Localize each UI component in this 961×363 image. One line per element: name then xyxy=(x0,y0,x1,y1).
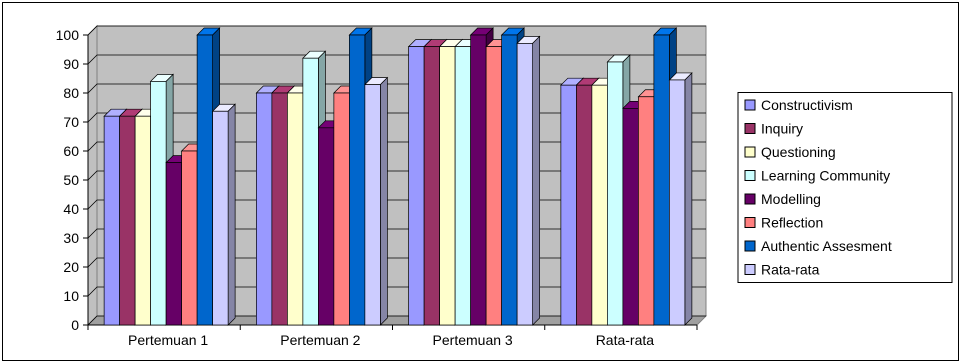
bar-front xyxy=(454,46,471,326)
y-tick-label: 100 xyxy=(56,27,80,43)
legend-entry: Constructivism xyxy=(744,97,853,113)
y-tick-label: 20 xyxy=(63,259,79,275)
y-tick-label: 80 xyxy=(63,85,79,101)
legend-swatch xyxy=(744,99,756,111)
legend-entry: Learning Community xyxy=(744,168,890,184)
bar-front xyxy=(607,61,624,326)
x-tick-label: Rata-rata xyxy=(596,332,655,348)
bar xyxy=(364,76,389,326)
y-tick-label: 70 xyxy=(63,114,79,130)
y-tick-label: 40 xyxy=(63,201,79,217)
x-tick-label: Pertemuan 2 xyxy=(280,332,360,348)
x-tick-label: Pertemuan 3 xyxy=(433,332,513,348)
gridline xyxy=(87,25,706,36)
legend-label: Questioning xyxy=(761,144,836,160)
legend-swatch xyxy=(744,146,756,158)
legend-entry: Rata-rata xyxy=(744,262,820,278)
bar-front xyxy=(439,46,456,326)
bar-side xyxy=(227,103,236,326)
legend-entry: Reflection xyxy=(744,215,823,231)
bar-front xyxy=(150,81,167,326)
y-tick-label: 50 xyxy=(63,172,79,188)
bar xyxy=(516,35,541,326)
bar-front xyxy=(669,79,686,326)
bar xyxy=(668,72,693,326)
bar-side xyxy=(380,76,388,326)
bar-front xyxy=(103,115,120,326)
bar-front xyxy=(576,84,593,326)
legend-label: Modelling xyxy=(761,191,821,207)
legend-swatch xyxy=(744,170,756,181)
legend-entry: Questioning xyxy=(744,144,836,160)
bar-front xyxy=(271,92,288,326)
legend-swatch xyxy=(744,193,756,205)
bar-front xyxy=(119,115,136,326)
bar-front xyxy=(333,92,350,326)
bar-front xyxy=(212,110,229,326)
legend-label: Rata-rata xyxy=(761,262,820,278)
y-tick-label: 0 xyxy=(71,317,79,333)
legend-entry: Authentic Assesment xyxy=(744,238,892,254)
legend-label: Authentic Assesment xyxy=(761,238,892,254)
bar-front xyxy=(653,34,670,326)
legend-swatch xyxy=(744,240,756,252)
legend-label: Inquiry xyxy=(761,121,803,137)
bar-front xyxy=(165,162,182,326)
bar-front xyxy=(638,96,655,326)
legend-swatch xyxy=(744,264,756,275)
y-tick-label: 60 xyxy=(63,143,79,159)
bar-front xyxy=(622,108,639,326)
legend-swatch xyxy=(744,123,756,134)
bar-side xyxy=(532,35,540,326)
bar-front xyxy=(470,34,487,326)
bar-front xyxy=(560,84,577,326)
bar-front xyxy=(256,92,273,326)
y-tick-label: 30 xyxy=(63,230,79,246)
legend-box xyxy=(737,92,953,283)
y-axis: 0 10 20 30 40 50 60 70 80 90 100 xyxy=(56,27,89,333)
legend-entry: Inquiry xyxy=(744,121,803,137)
bar-front xyxy=(181,150,198,326)
y-tick-label: 90 xyxy=(63,56,79,72)
legend-label: Constructivism xyxy=(761,97,853,113)
legend-label: Reflection xyxy=(761,215,823,231)
bar-front xyxy=(501,34,518,326)
legend: Constructivism Inquiry Questioning Learning… xyxy=(737,92,953,283)
bars xyxy=(103,27,693,326)
bar-front xyxy=(349,34,366,326)
legend-label: Learning Community xyxy=(761,168,890,184)
bar-front xyxy=(364,84,381,326)
bar-front xyxy=(134,115,151,326)
legend-swatch xyxy=(744,217,756,228)
bar-front xyxy=(408,46,425,326)
bar-front xyxy=(516,43,533,326)
bar-front xyxy=(287,92,304,326)
y-tick-label: 10 xyxy=(63,288,79,304)
bar-front xyxy=(318,127,335,326)
x-axis: Pertemuan 1 Pertemuan 2 Pertemuan 3 Rata-ra… xyxy=(87,324,698,348)
x-tick-label: Pertemuan 1 xyxy=(128,332,208,348)
bar-front xyxy=(591,84,608,326)
bar-front xyxy=(485,46,502,326)
bar-front xyxy=(196,34,213,326)
bar-front xyxy=(423,46,440,326)
bar-side xyxy=(684,72,693,326)
legend-entry: Modelling xyxy=(744,191,821,207)
bar xyxy=(211,103,236,326)
bar-front xyxy=(302,57,319,326)
